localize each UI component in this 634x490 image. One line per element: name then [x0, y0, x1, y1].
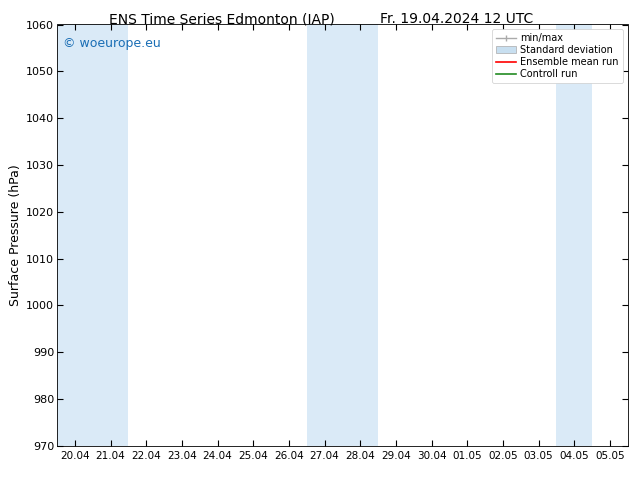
Bar — [93, 24, 128, 446]
Bar — [57, 24, 93, 446]
Text: ENS Time Series Edmonton (IAP): ENS Time Series Edmonton (IAP) — [109, 12, 335, 26]
Legend: min/max, Standard deviation, Ensemble mean run, Controll run: min/max, Standard deviation, Ensemble me… — [492, 29, 623, 83]
Text: © woeurope.eu: © woeurope.eu — [63, 37, 160, 50]
Text: Fr. 19.04.2024 12 UTC: Fr. 19.04.2024 12 UTC — [380, 12, 533, 26]
Y-axis label: Surface Pressure (hPa): Surface Pressure (hPa) — [9, 164, 22, 306]
Bar — [557, 24, 592, 446]
Bar — [307, 24, 378, 446]
